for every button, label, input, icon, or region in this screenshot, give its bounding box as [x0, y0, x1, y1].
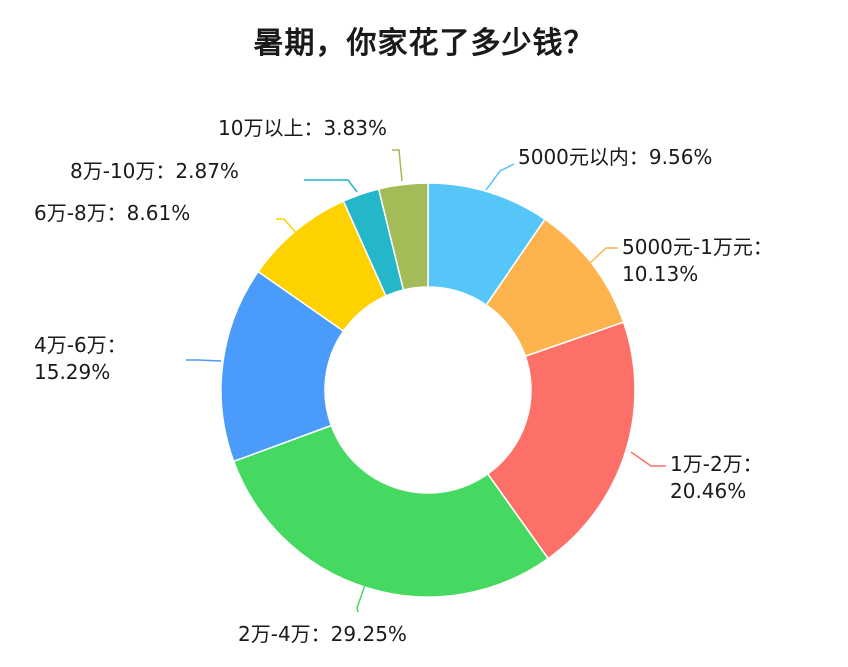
- slice-5: [220, 270, 345, 463]
- slice-label-6: 6万-8万：8.61%: [34, 201, 190, 225]
- slice-label-value-5: 15.29%: [34, 360, 110, 384]
- leader-lines-layer: [186, 149, 666, 613]
- slice-label-value-2: 10.13%: [622, 262, 698, 286]
- slice-label-4: 2万-4万：29.25%: [238, 622, 407, 646]
- slice-label-3: 1万-2万：: [670, 452, 763, 476]
- slices-layer: [220, 182, 636, 598]
- slice-8: [377, 182, 429, 291]
- leader-line-7: [304, 179, 358, 193]
- slice-3: [486, 321, 636, 560]
- labels-layer: 5000元以内：9.56% 5000元-1万元： 10.13% 1万-2万： 20.46…: [34, 116, 773, 646]
- slice-label-8: 10万以上：3.83%: [218, 116, 387, 140]
- slice-4: [232, 424, 550, 598]
- leader-line-2: [589, 247, 618, 264]
- leader-line-1: [485, 163, 515, 191]
- leader-line-4: [356, 584, 366, 613]
- slice-label-5: 4万-6万：: [34, 333, 127, 357]
- leader-line-5: [186, 359, 222, 362]
- leader-line-3: [630, 451, 666, 467]
- slice-label-2: 5000元-1万元：: [622, 235, 773, 259]
- slice-label-1: 5000元以内：9.56%: [518, 145, 712, 169]
- slice-label-7: 8万-10万：2.87%: [70, 159, 239, 183]
- slice-label-value-3: 20.46%: [670, 479, 746, 503]
- leader-line-8: [392, 149, 403, 182]
- leader-line-6: [276, 218, 297, 234]
- chart-title: 暑期，你家花了多少钱？: [253, 26, 595, 61]
